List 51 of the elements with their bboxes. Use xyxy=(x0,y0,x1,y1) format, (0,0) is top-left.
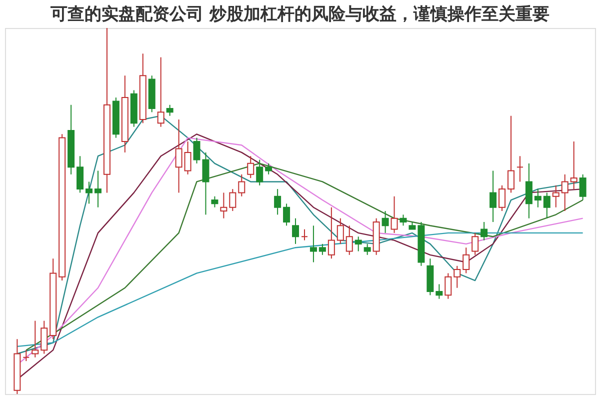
candlestick xyxy=(436,284,443,300)
candlestick xyxy=(94,170,102,208)
candlestick xyxy=(472,232,479,256)
candlestick xyxy=(579,174,586,201)
candlestick xyxy=(202,152,210,216)
candlestick xyxy=(462,247,470,274)
candlestick xyxy=(274,188,282,216)
candlestick xyxy=(328,206,335,260)
candlestick xyxy=(480,221,488,241)
candlestick xyxy=(166,104,174,116)
candlestick xyxy=(507,115,514,194)
candlestick xyxy=(346,225,353,256)
candlestick xyxy=(238,174,246,197)
candlestick xyxy=(364,243,371,256)
candlestick xyxy=(211,196,218,208)
candlestick xyxy=(390,196,398,234)
candlestick xyxy=(86,181,93,204)
candlestick xyxy=(256,159,264,186)
candlestick xyxy=(354,236,362,252)
candlestick xyxy=(292,218,300,244)
candlestick xyxy=(157,56,164,128)
candlestick xyxy=(310,225,317,263)
candlestick xyxy=(283,203,290,226)
candlestick xyxy=(570,140,578,190)
candlestick xyxy=(32,320,39,358)
candlestick xyxy=(76,156,84,194)
candlestick xyxy=(561,174,568,212)
candlestick xyxy=(184,140,192,175)
candlestick xyxy=(40,320,48,354)
candlestick xyxy=(525,162,532,219)
candlestick xyxy=(490,170,497,222)
candlestick xyxy=(22,350,30,362)
candlestick xyxy=(400,214,407,226)
candlestick xyxy=(543,192,550,219)
candlestick xyxy=(300,228,308,241)
candlestick xyxy=(534,188,542,208)
chart-title: 可查的实盘配资公司 炒股加杠杆的风险与收益，谨慎操作至关重要 xyxy=(50,4,550,24)
candlestick xyxy=(516,156,524,182)
candlestick xyxy=(229,188,236,212)
candlestick xyxy=(193,137,200,164)
candlestick xyxy=(220,192,228,219)
candlestick xyxy=(552,184,560,208)
candlestick xyxy=(382,210,389,234)
candlestick xyxy=(318,243,326,256)
candlestick xyxy=(175,119,182,194)
candlestick xyxy=(444,272,452,300)
candlestick xyxy=(265,162,272,175)
candlestick xyxy=(336,218,344,244)
candlestick xyxy=(498,184,506,212)
candlestick xyxy=(247,156,254,179)
candlestick xyxy=(454,265,461,288)
